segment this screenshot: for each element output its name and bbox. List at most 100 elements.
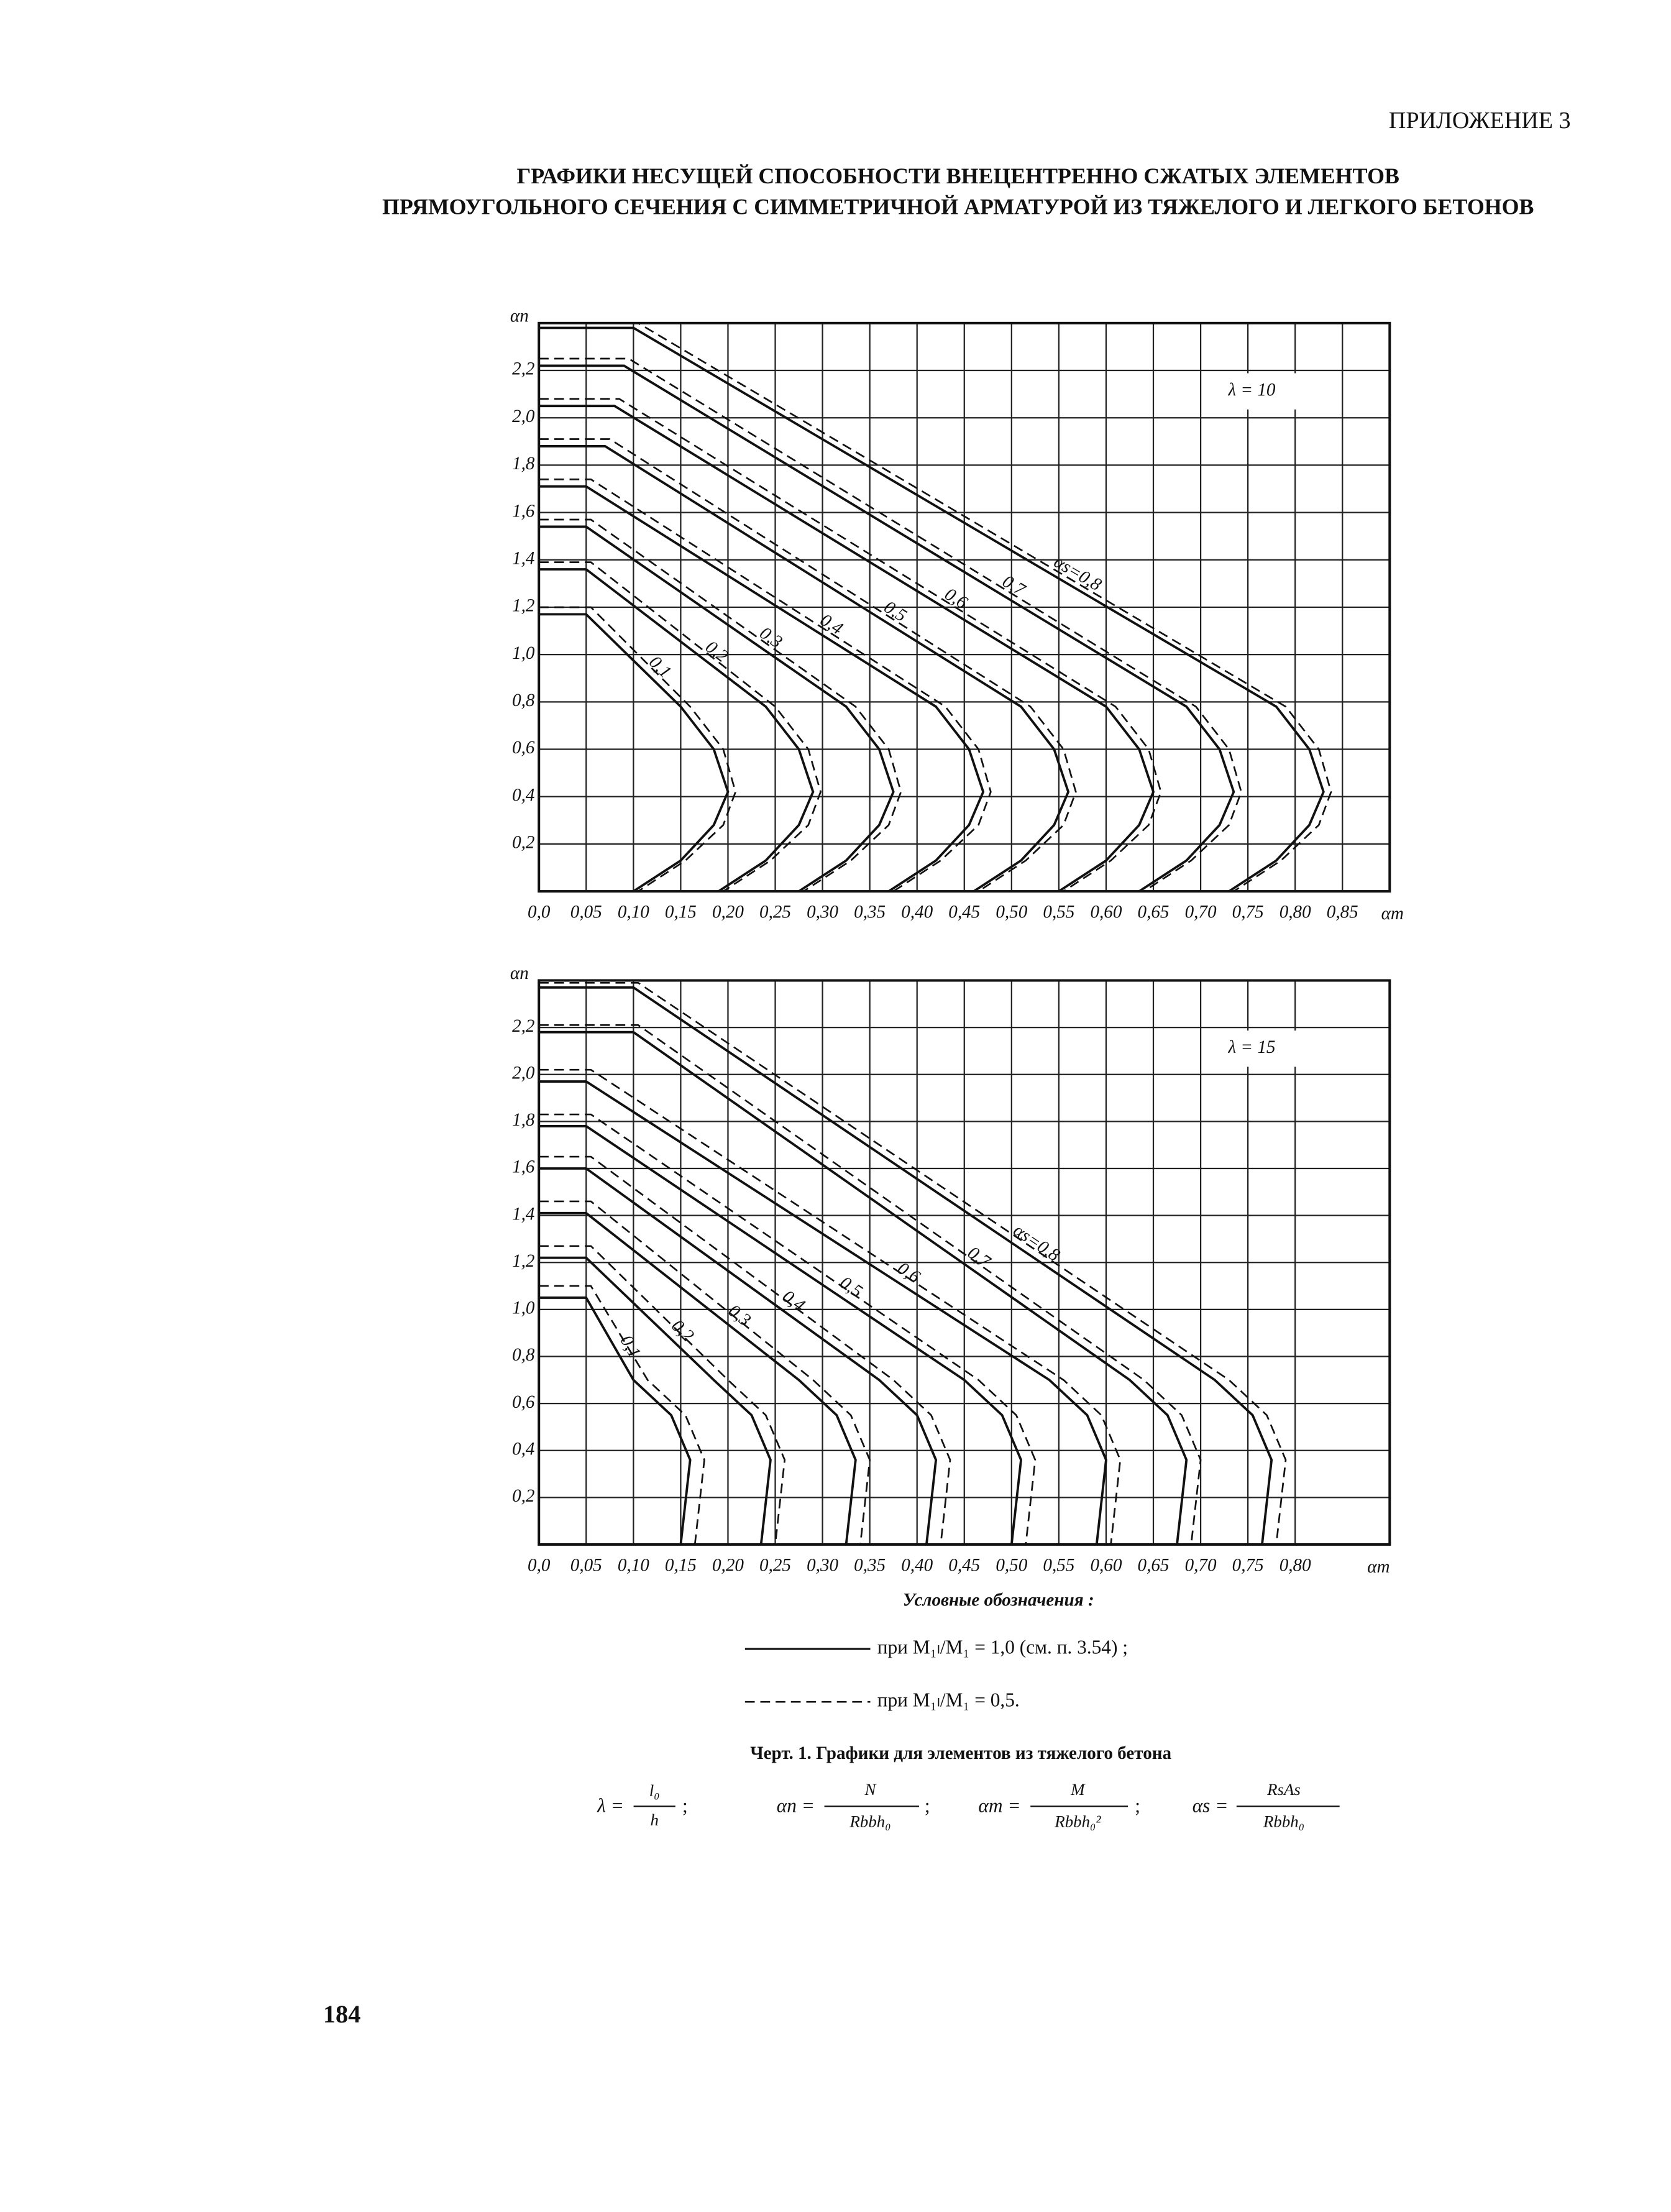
y-tick-label: 1,4 [512,1204,534,1224]
y-tick-label: 1,8 [512,1110,535,1130]
x-tick-label: 0,25 [759,902,791,922]
curve-dashed [539,1245,786,1545]
y-tick-label: 0,4 [512,785,534,805]
curve-dashed [539,357,1242,893]
y-tick-label: 1,2 [512,596,534,616]
x-tick-label: 0,25 [759,1556,791,1576]
legend-text: при M₁ₗ/M₁ = 0,5. [877,1689,1020,1710]
x-tick-label: 0,10 [618,1556,649,1576]
curve-solid [539,1256,772,1545]
y-tick-label: 0,2 [512,833,534,853]
x-tick-label: 0,40 [901,902,933,922]
curve-dashed [539,1068,1122,1545]
legend-text: при M₁ₗ/M₁ = 1,0 (см. п. 3.54) ; [877,1636,1128,1658]
y-tick-label: 0,4 [512,1439,534,1459]
curve-solid [539,613,730,893]
x-tick-label: 0,20 [712,902,744,922]
annotation: λ = 10 [1228,380,1276,400]
x-tick-label: 0,30 [807,1556,838,1576]
x-tick-label: 0,80 [1280,1556,1311,1576]
x-tick-label: 0,55 [1043,1556,1074,1576]
formula-num: N [864,1780,877,1799]
curve-solid [539,364,1235,893]
formula-sep: ; [1135,1795,1140,1817]
y-tick-label: 0,6 [512,1392,535,1412]
x-tick-label: 0,70 [1185,902,1217,922]
curve-dashed [539,561,822,893]
x-tick-label: 0,75 [1232,902,1264,922]
x-tick-label: 0,10 [618,902,649,922]
page-number: 184 [323,2000,361,2028]
x-axis-label: αm [1381,904,1404,924]
y-tick-label: 0,8 [512,691,535,710]
curve-solid [539,1030,1188,1545]
annotation: λ = 15 [1228,1037,1276,1057]
y-axis-label: αn [510,306,529,326]
x-tick-label: 0,50 [996,902,1027,922]
curve-solid [539,525,895,893]
curve-dashed [539,1024,1202,1545]
x-tick-label: 0,50 [996,1556,1027,1576]
figure-caption: Черт. 1. Графики для элементов из тяжело… [750,1743,1171,1763]
curve-dashed [539,478,992,893]
y-tick-label: 1,2 [512,1251,534,1271]
x-axis-label: αm [1367,1557,1389,1577]
formula-lhs: λ = [597,1795,624,1817]
formula-sep: ; [925,1795,930,1817]
x-tick-label: 0,70 [1185,1556,1217,1576]
curve-solid [539,1125,1022,1545]
y-tick-label: 1,6 [512,501,535,521]
y-tick-label: 0,8 [512,1345,535,1365]
formula-num: RsAs [1266,1780,1301,1799]
y-tick-label: 1,0 [512,643,535,663]
y-tick-label: 2,0 [512,1063,535,1083]
formula-lhs: αn = [777,1795,815,1817]
formula-den: h [650,1810,658,1829]
y-tick-label: 1,0 [512,1298,535,1318]
title-line: ПРЯМОУГОЛЬНОГО СЕЧЕНИЯ С СИММЕТРИЧНОЙ АР… [382,194,1534,219]
curve-dashed [539,438,1077,893]
x-tick-label: 0,05 [570,1556,602,1576]
x-tick-label: 0,55 [1043,902,1074,922]
y-tick-label: 1,4 [512,548,534,568]
curve-dashed [539,606,737,893]
curve-solid [539,485,985,893]
x-tick-label: 0,75 [1232,1556,1264,1576]
x-tick-label: 0,20 [712,1556,744,1576]
formula-num: M [1070,1780,1086,1799]
y-tick-label: 1,6 [512,1157,535,1177]
x-tick-label: 0,15 [665,902,697,922]
plot-frame [538,979,1391,1546]
curve-dashed [539,322,1332,893]
curve-solid [539,986,1273,1545]
formulas: λ = l₀ h ; αn = N Rbbh₀ ; αm = M Rbbh₀² … [597,1780,1340,1830]
curve-dashed [539,398,1162,893]
curve-solid [539,568,815,893]
title-line: ГРАФИКИ НЕСУЩЕЙ СПОСОБНОСТИ ВНЕЦЕНТРЕННО… [516,163,1399,188]
x-tick-label: 0,65 [1138,1556,1170,1576]
x-tick-label: 0,35 [854,902,886,922]
x-tick-label: 0,60 [1090,902,1122,922]
curve-dashed [539,981,1287,1545]
curve-dashed [539,518,902,893]
curve-solid [539,405,1155,893]
curve-solid [539,445,1070,893]
y-tick-label: 2,2 [512,359,534,379]
curve-dashed [539,1155,951,1545]
x-tick-label: 0,80 [1280,902,1311,922]
x-tick-label: 0,05 [570,902,602,922]
x-tick-label: 0,65 [1138,902,1170,922]
chart: 0,0 0,05 0,10 0,15 0,20 0,25 0,30 0,35 0,40 0,45 0… [510,306,1404,924]
curve-dashed [539,1113,1037,1545]
x-tick-label: 0,15 [665,1556,697,1576]
chart: 0,0 0,05 0,10 0,15 0,20 0,25 0,30 0,35 0,40 0,45 0… [510,963,1391,1577]
legend-title: Условные обозначения : [903,1590,1094,1610]
formula-den: Rbbh₀ [849,1812,890,1830]
x-tick-label: 0,60 [1090,1556,1122,1576]
formula-sep: ; [682,1795,688,1817]
y-tick-label: 0,6 [512,738,535,758]
y-axis-label: αn [510,963,529,983]
curve-solid [539,1211,857,1545]
appendix-label: ПРИЛОЖЕНИЕ 3 [1389,108,1571,134]
